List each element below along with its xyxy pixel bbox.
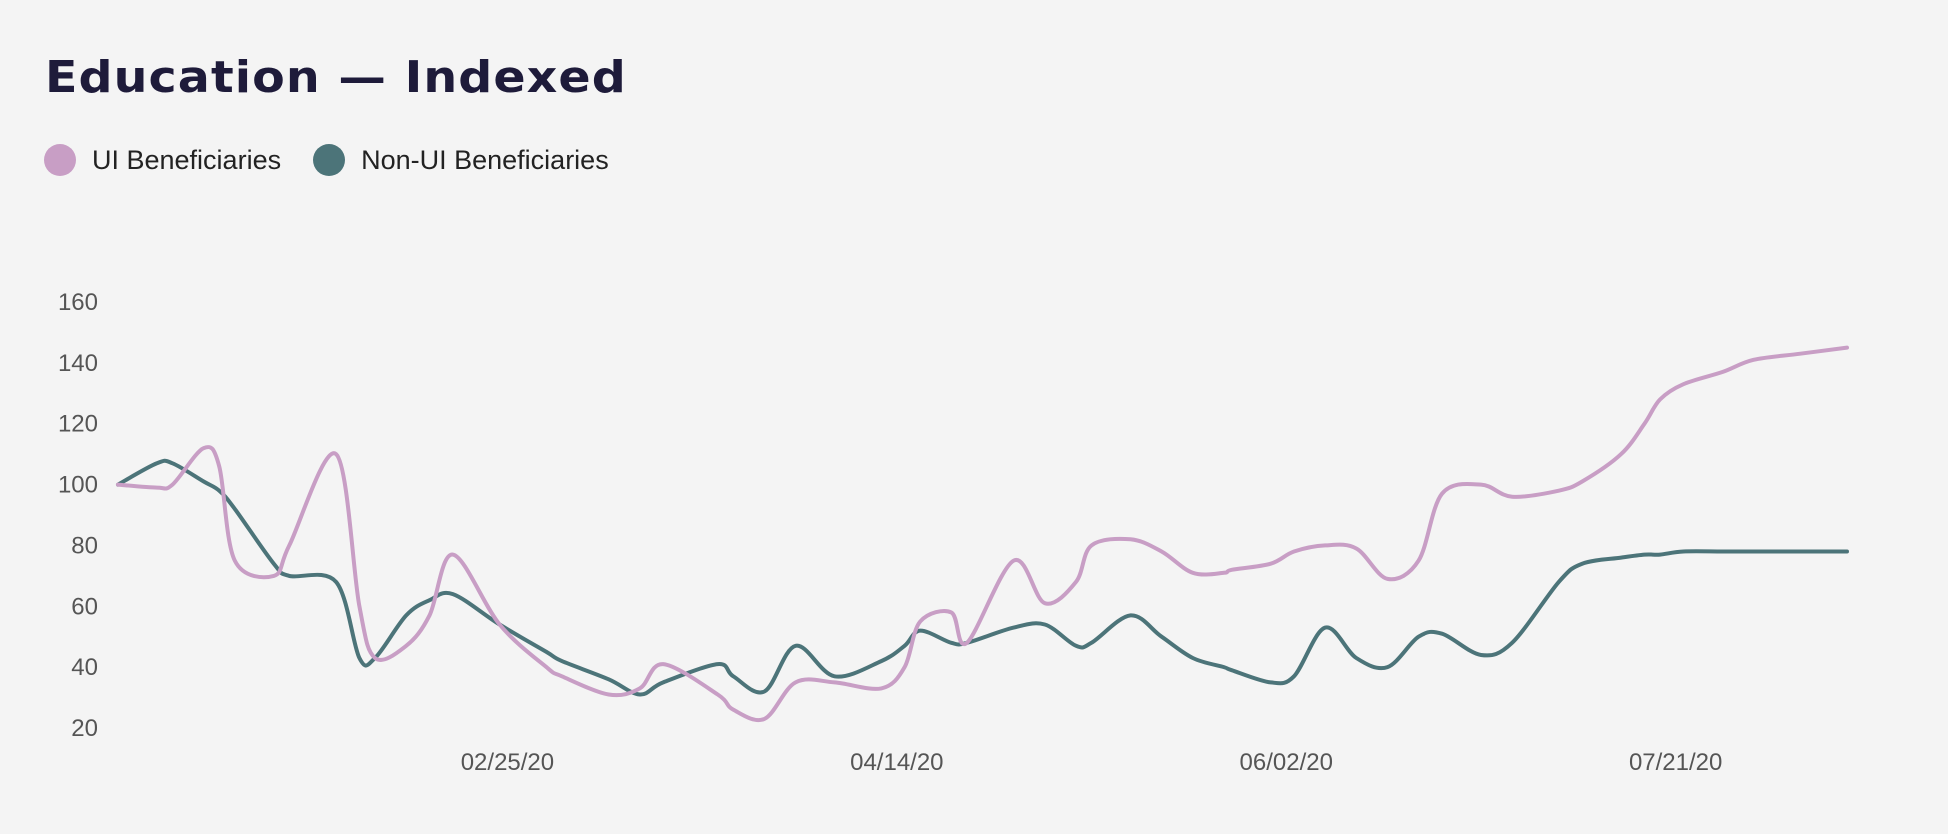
y-tick-label-60: 60	[71, 593, 98, 620]
series-line-ui-beneficiaries[interactable]	[116, 345, 1849, 722]
series-layer	[116, 345, 1849, 722]
legend-label-non-ui-beneficiaries: Non-UI Beneficiaries	[361, 144, 609, 175]
series-line-non-ui-beneficiaries[interactable]	[116, 458, 1849, 697]
x-tick-label-0: 02/25/20	[461, 749, 554, 776]
y-tick-label-120: 120	[58, 411, 98, 438]
legend-item-ui-beneficiaries[interactable]: UI Beneficiaries	[44, 144, 281, 176]
legend-item-non-ui-beneficiaries[interactable]: Non-UI Beneficiaries	[313, 144, 609, 176]
x-axis: 02/25/20 04/14/20 06/02/20 07/21/20	[461, 749, 1723, 776]
y-tick-label-80: 80	[71, 532, 98, 559]
y-tick-label-140: 140	[58, 350, 98, 377]
x-tick-label-2: 06/02/20	[1240, 749, 1333, 776]
x-tick-label-1: 04/14/20	[850, 749, 943, 776]
chart-title: Education — Indexed	[45, 52, 627, 103]
y-tick-label-20: 20	[71, 715, 98, 742]
chart-legend: UI Beneficiaries Non-UI Beneficiaries	[44, 144, 641, 176]
y-tick-label-100: 100	[58, 472, 98, 499]
y-tick-label-40: 40	[71, 654, 98, 681]
x-tick-label-3: 07/21/20	[1629, 749, 1722, 776]
legend-label-ui-beneficiaries: UI Beneficiaries	[92, 144, 282, 175]
y-tick-label-160: 160	[58, 289, 98, 316]
legend-swatch-non-ui-beneficiaries	[313, 144, 346, 176]
legend-swatch-ui-beneficiaries	[44, 144, 76, 176]
y-axis: 20 40 60 80 100 120 140 160	[58, 289, 98, 742]
